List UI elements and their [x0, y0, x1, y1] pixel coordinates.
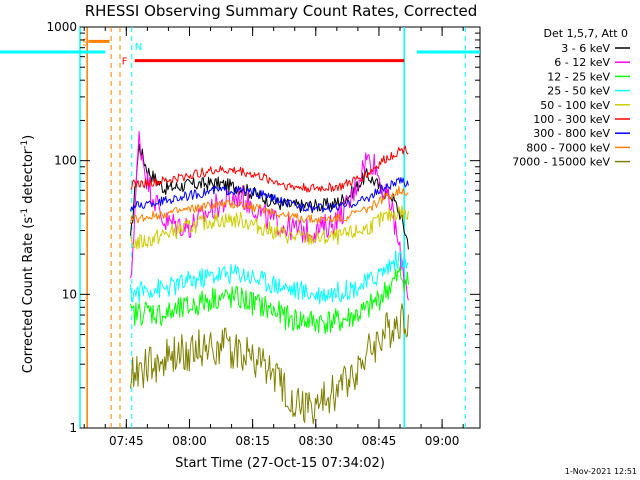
- legend-label-2: 12 - 25 keV: [547, 70, 610, 83]
- legend-label-6: 300 - 800 keV: [533, 127, 610, 140]
- legend-label-7: 800 - 7000 keV: [526, 141, 610, 154]
- y-axis-label-sup1: -1: [20, 208, 30, 217]
- series-line-2: [130, 266, 409, 335]
- series-line-5: [130, 145, 409, 193]
- x-tick-label: 08:00: [172, 434, 207, 448]
- legend-label-8: 7000 - 15000 keV: [512, 156, 610, 169]
- legend-label-3: 25 - 50 keV: [547, 85, 610, 98]
- legend-label-4: 50 - 100 keV: [540, 99, 610, 112]
- series-line-7: [130, 185, 409, 225]
- y-axis-label-main: Corrected Count Rate (s: [21, 217, 36, 374]
- x-tick-label: 07:45: [109, 434, 144, 448]
- series-line-1: [130, 130, 409, 301]
- series-line-6: [130, 177, 409, 213]
- y-axis-label-end: ): [21, 135, 36, 140]
- x-tick-label: 08:15: [235, 434, 270, 448]
- x-tick-label: 08:45: [362, 434, 397, 448]
- legend-label-1: 6 - 12 keV: [554, 56, 610, 69]
- legend-label-5: 100 - 300 keV: [533, 113, 610, 126]
- y-tick-label: 10: [62, 287, 77, 301]
- y-axis-label-sup2: -1: [20, 140, 30, 149]
- series-line-4: [130, 205, 409, 250]
- saa-label: S: [82, 37, 88, 48]
- y-tick-label: 1: [69, 421, 77, 435]
- x-axis-label: Start Time (27-Oct-15 07:34:02): [175, 456, 385, 471]
- timestamp: 1-Nov-2021 12:51: [565, 467, 637, 476]
- flare-label: F: [122, 57, 128, 68]
- legend-title: Det 1,5,7, Att 0: [544, 27, 628, 40]
- legend-label-0: 3 - 6 keV: [561, 42, 610, 55]
- series-line-8: [130, 303, 409, 425]
- y-axis-label-mid: detector: [21, 148, 36, 208]
- x-tick-label: 08:30: [298, 434, 333, 448]
- night-label: N: [135, 42, 142, 53]
- y-axis-label: Corrected Count Rate (s-1 detector-1): [20, 135, 36, 373]
- y-tick-label: 1000: [46, 20, 77, 34]
- plot-layer: S NF 1 10 100 1000 07:45 08:00 08:15 08:30 08:45 09…: [0, 20, 481, 448]
- chart-title: RHESSI Observing Summary Count Rates, Co…: [85, 2, 478, 20]
- x-tick-label: 09:00: [425, 434, 460, 448]
- y-tick-label: 100: [54, 154, 77, 168]
- series-line-3: [130, 250, 409, 305]
- plot-frame: [79, 26, 481, 429]
